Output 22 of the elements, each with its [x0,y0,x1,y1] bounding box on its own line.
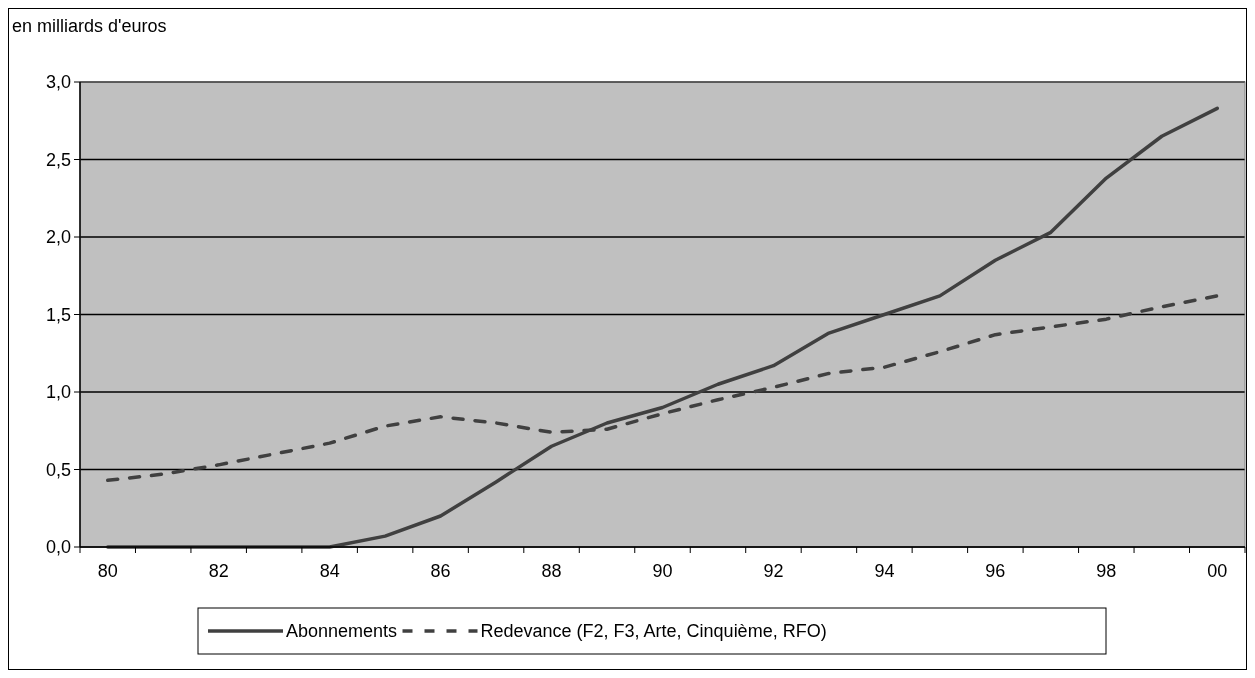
x-tick-label: 94 [874,561,895,581]
x-tick-label: 98 [1096,561,1117,581]
y-tick-label: 1,0 [45,382,71,403]
y-tick-label: 2,5 [45,149,71,170]
x-tick-label: 96 [985,561,1006,581]
x-tick-label: 80 [97,561,118,581]
legend-label: Abonnements [286,621,398,642]
y-tick-label: 0,0 [45,537,71,558]
y-tick-label: 3,0 [45,72,71,93]
x-tick-label: 88 [541,561,562,581]
y-axis-title: en milliards d'euros [12,16,167,36]
x-tick-label: 00 [1207,561,1228,581]
x-tick-label: 92 [763,561,784,581]
y-tick-label: 2,0 [45,227,71,248]
x-tick-label: 86 [430,561,451,581]
x-tick-label: 84 [319,561,340,581]
y-tick-label: 0,5 [45,459,71,480]
x-tick-label: 82 [208,561,229,581]
y-tick-label: 1,5 [45,304,71,325]
legend-label: Redevance (F2, F3, Arte, Cinquième, RFO) [480,621,827,642]
x-tick-label: 90 [652,561,673,581]
line-series [105,106,1220,549]
